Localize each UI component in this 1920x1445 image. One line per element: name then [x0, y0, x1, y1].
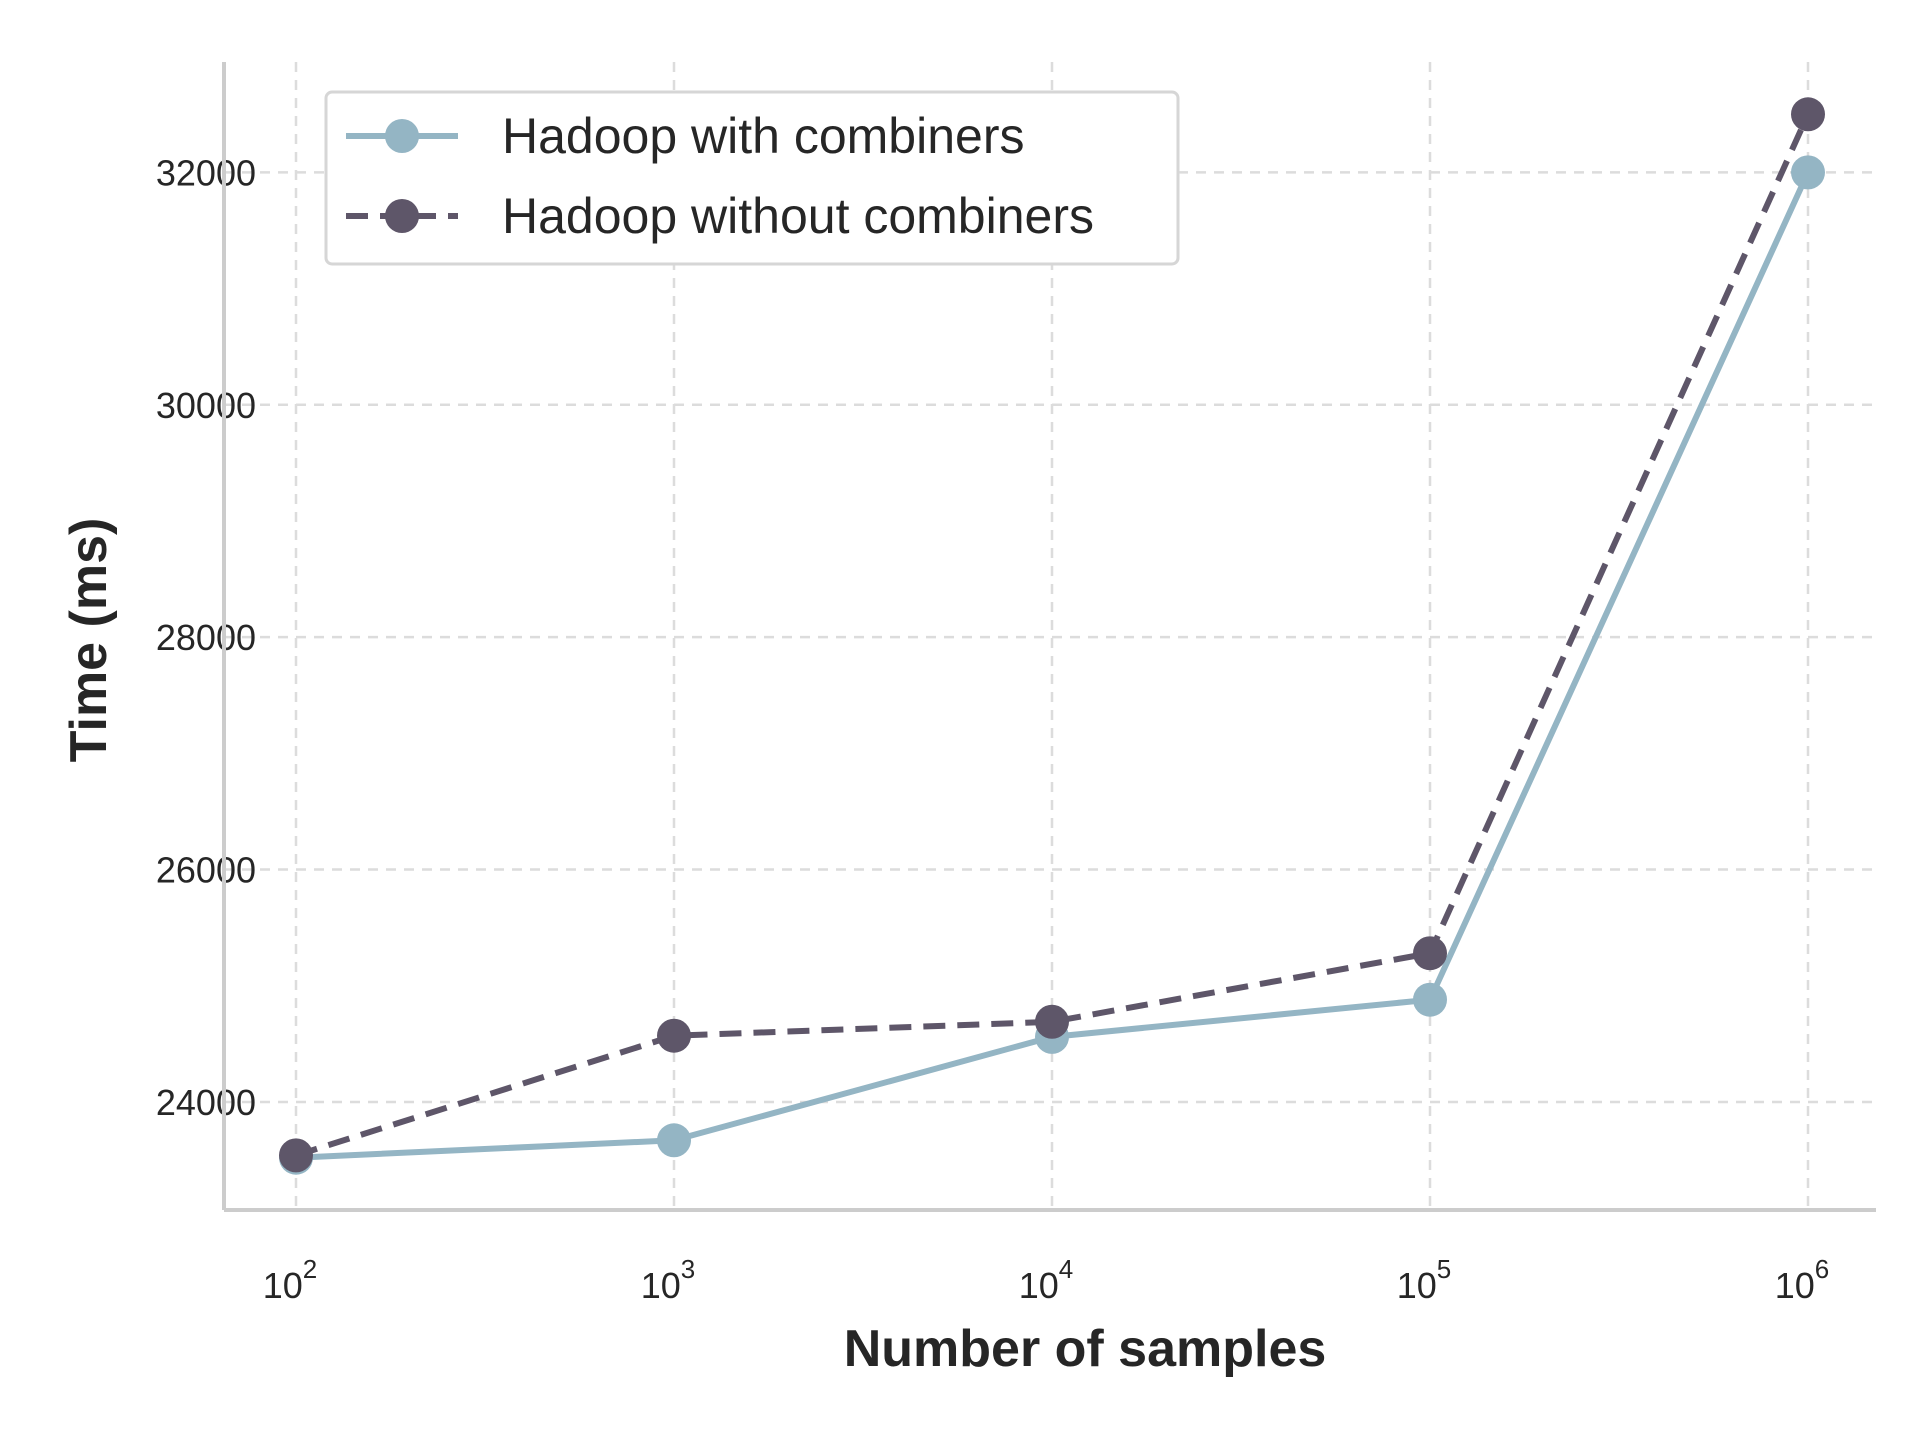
x-tick-label: 105 [1397, 1254, 1452, 1306]
series-point-1 [657, 1123, 691, 1158]
x-tick-label: 103 [641, 1254, 696, 1306]
y-tick-label: 30000 [156, 385, 256, 426]
y-axis-label: Time (ms) [60, 518, 118, 763]
axes: 102 103 104 105 106 24000 26000 28000 30000 32000 [156, 62, 1876, 1306]
x-tick-label: 102 [263, 1254, 318, 1306]
legend-marker-2 [385, 199, 419, 233]
series-point-1 [1791, 155, 1825, 190]
legend-marker-1 [385, 119, 419, 153]
series-point-1 [1413, 982, 1447, 1017]
y-tick-label: 32000 [156, 152, 256, 193]
legend-label-1: Hadoop with combiners [502, 108, 1025, 164]
legend: Hadoop with combiners Hadoop without comb… [324, 90, 1180, 266]
series-point-2 [1791, 97, 1825, 132]
x-axis-label: Number of samples [844, 1320, 1327, 1378]
series-point-2 [1035, 1004, 1069, 1039]
y-tick-label: 26000 [156, 850, 256, 891]
series-point-2 [657, 1018, 691, 1053]
x-tick-label: 106 [1775, 1254, 1830, 1306]
y-tick-label: 24000 [156, 1082, 256, 1123]
legend-box [324, 90, 1180, 266]
series-point-2 [1413, 936, 1447, 971]
series [279, 97, 1825, 1175]
legend-label-2: Hadoop without combiners [502, 188, 1094, 244]
x-tick-label: 104 [1019, 1254, 1074, 1306]
series-point-2 [279, 1138, 313, 1173]
y-tick-label: 28000 [156, 617, 256, 658]
series-line-2 [295, 113, 1811, 1159]
